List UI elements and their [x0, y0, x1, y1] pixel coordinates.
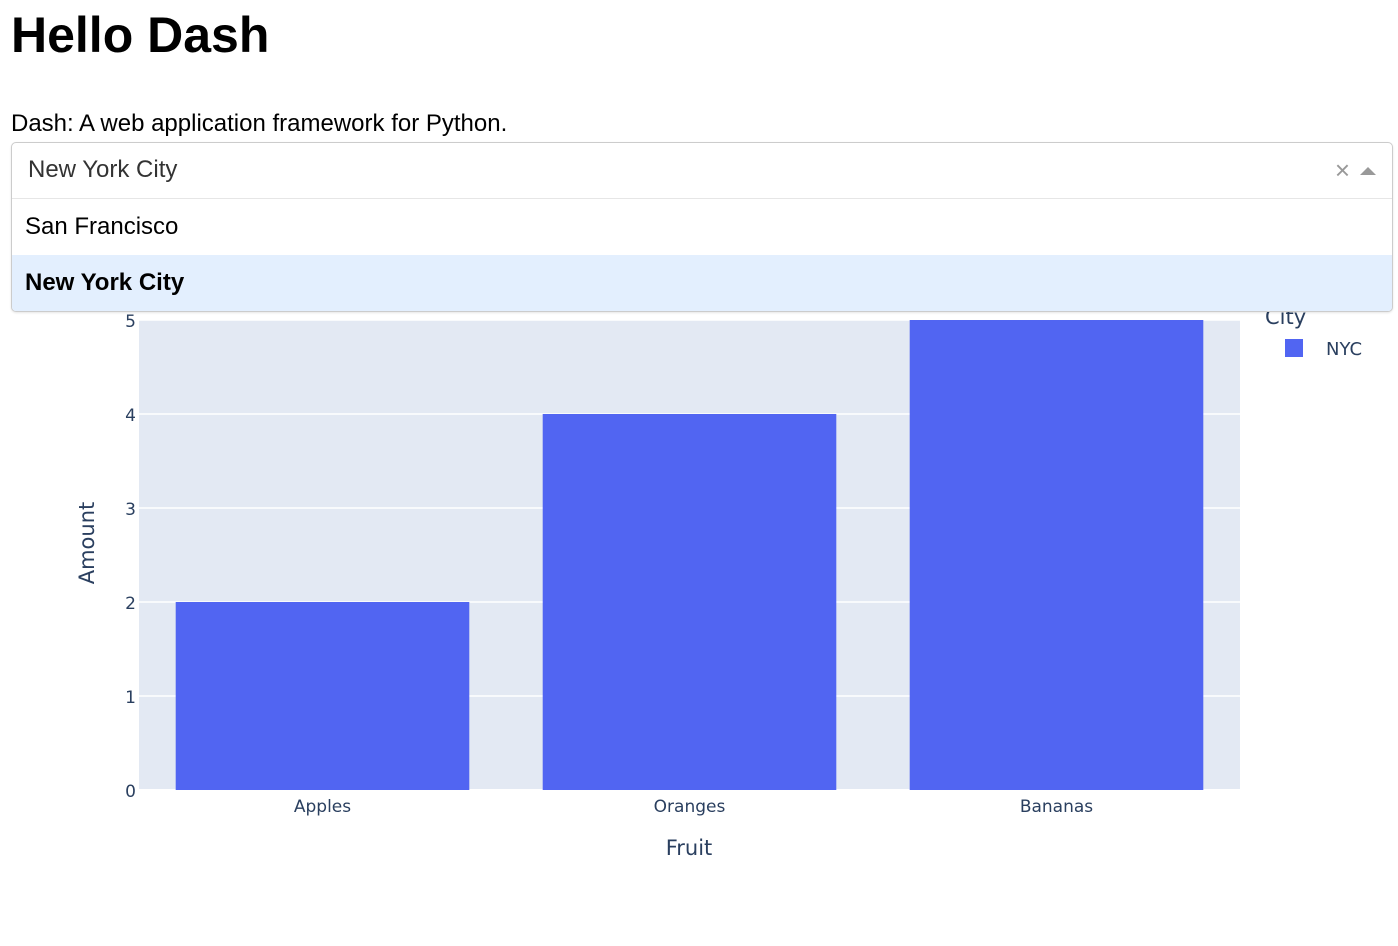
y-axis-title: Amount: [75, 502, 99, 585]
page-subtitle: Dash: A web application framework for Py…: [11, 110, 508, 137]
x-axis-title: Fruit: [666, 836, 713, 860]
x-tick-label: Bananas: [1020, 797, 1093, 817]
y-tick-label: 2: [125, 594, 136, 614]
x-tick-label: Oranges: [654, 797, 726, 817]
y-tick-label: 3: [125, 500, 136, 520]
y-tick-label: 0: [125, 782, 136, 802]
bar-bananas[interactable]: [909, 320, 1204, 790]
dropdown-option-new-york-city[interactable]: New York City: [12, 255, 1392, 311]
legend-swatch-nyc[interactable]: [1285, 339, 1303, 357]
page-title: Hello Dash: [11, 7, 270, 63]
bar-oranges[interactable]: [542, 414, 837, 790]
caret-up-icon[interactable]: [1360, 167, 1376, 175]
clear-icon[interactable]: ×: [1334, 155, 1350, 185]
dropdown-option-san-francisco[interactable]: San Francisco: [25, 213, 179, 240]
y-tick-label: 5: [125, 312, 136, 332]
legend-label-nyc[interactable]: NYC: [1326, 339, 1362, 360]
city-dropdown[interactable]: New York City × San Francisco New York C…: [11, 142, 1393, 312]
y-tick-label: 4: [125, 406, 136, 426]
bar-apples[interactable]: [175, 602, 470, 790]
dropdown-value: New York City: [28, 156, 178, 183]
y-tick-label: 1: [125, 688, 136, 708]
dropdown-control[interactable]: New York City ×: [12, 143, 1392, 199]
x-tick-label: Apples: [294, 797, 351, 817]
